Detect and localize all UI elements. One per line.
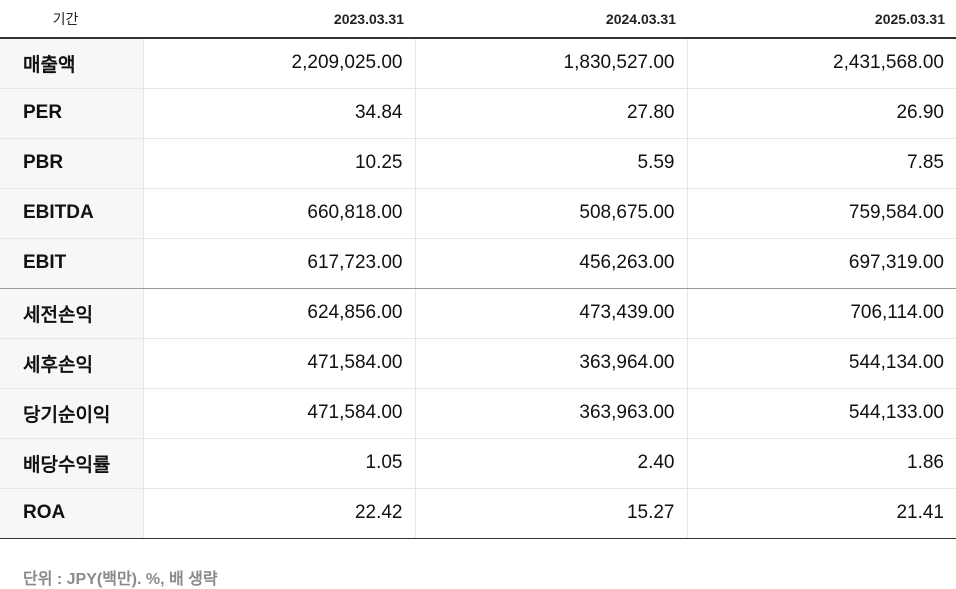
- table-row-ebitda: EBITDA 660,818.00 508,675.00 759,584.00: [0, 188, 956, 239]
- table-body: 매출액 2,209,025.00 1,830,527.00 2,431,568.…: [0, 38, 956, 539]
- unit-note: 단위 : JPY(백만). %, 배 생략: [23, 570, 218, 588]
- cell-value: 5.59: [414, 138, 687, 189]
- cell-value: 624,856.00: [142, 288, 415, 339]
- cell-value: 544,133.00: [686, 388, 956, 439]
- cell-value: 706,114.00: [686, 288, 956, 339]
- cell-value: 456,263.00: [414, 238, 687, 289]
- cell-value: 7.85: [686, 138, 956, 189]
- cell-value: 363,964.00: [414, 338, 687, 389]
- period-header-2023: 2023.03.31: [143, 0, 415, 39]
- table-row-after-tax-income: 세후손익 471,584.00 363,964.00 544,134.00: [0, 338, 956, 389]
- table-row-roa: ROA 22.42 15.27 21.41: [0, 488, 956, 539]
- cell-value: 34.84: [142, 88, 415, 139]
- row-label: 세후손익: [0, 338, 143, 389]
- cell-value: 15.27: [414, 488, 687, 539]
- cell-value: 697,319.00: [686, 238, 956, 289]
- table-header: 기간 2023.03.31 2024.03.31 2025.03.31: [0, 0, 956, 39]
- row-label: 세전손익: [0, 288, 143, 339]
- header-row: 기간 2023.03.31 2024.03.31 2025.03.31: [0, 0, 956, 39]
- cell-value: 21.41: [686, 488, 956, 539]
- cell-value: 471,584.00: [142, 338, 415, 389]
- row-label: PER: [0, 88, 143, 139]
- cell-value: 2.40: [414, 438, 687, 489]
- cell-value: 473,439.00: [414, 288, 687, 339]
- cell-value: 27.80: [414, 88, 687, 139]
- row-label: 매출액: [0, 38, 143, 89]
- cell-value: 1.86: [686, 438, 956, 489]
- row-label: PBR: [0, 138, 143, 189]
- cell-value: 10.25: [142, 138, 415, 189]
- cell-value: 660,818.00: [142, 188, 415, 239]
- cell-value: 544,134.00: [686, 338, 956, 389]
- table-row-net-income: 당기순이익 471,584.00 363,963.00 544,133.00: [0, 388, 956, 439]
- cell-value: 2,209,025.00: [142, 38, 415, 89]
- table-row-per: PER 34.84 27.80 26.90: [0, 88, 956, 139]
- row-label: 배당수익률: [0, 438, 143, 489]
- row-label: EBIT: [0, 238, 143, 289]
- row-label: ROA: [0, 488, 143, 539]
- cell-value: 26.90: [686, 88, 956, 139]
- cell-value: 1,830,527.00: [414, 38, 687, 89]
- cell-value: 2,431,568.00: [686, 38, 956, 89]
- cell-value: 1.05: [142, 438, 415, 489]
- table-row-pbr: PBR 10.25 5.59 7.85: [0, 138, 956, 189]
- period-header-2025: 2025.03.31: [687, 0, 956, 39]
- cell-value: 363,963.00: [414, 388, 687, 439]
- table-row-revenue: 매출액 2,209,025.00 1,830,527.00 2,431,568.…: [0, 38, 956, 89]
- cell-value: 471,584.00: [142, 388, 415, 439]
- cell-value: 617,723.00: [142, 238, 415, 289]
- cell-value: 22.42: [142, 488, 415, 539]
- table-row-dividend-yield: 배당수익률 1.05 2.40 1.86: [0, 438, 956, 489]
- period-header-2024: 2024.03.31: [415, 0, 687, 39]
- financial-table: 기간 2023.03.31 2024.03.31 2025.03.31 매출액 …: [0, 0, 956, 539]
- table-row-pretax-income: 세전손익 624,856.00 473,439.00 706,114.00: [0, 288, 956, 339]
- period-header-label: 기간: [0, 0, 143, 39]
- cell-value: 508,675.00: [414, 188, 687, 239]
- row-label: EBITDA: [0, 188, 143, 239]
- table-row-ebit: EBIT 617,723.00 456,263.00 697,319.00: [0, 238, 956, 289]
- cell-value: 759,584.00: [686, 188, 956, 239]
- row-label: 당기순이익: [0, 388, 143, 439]
